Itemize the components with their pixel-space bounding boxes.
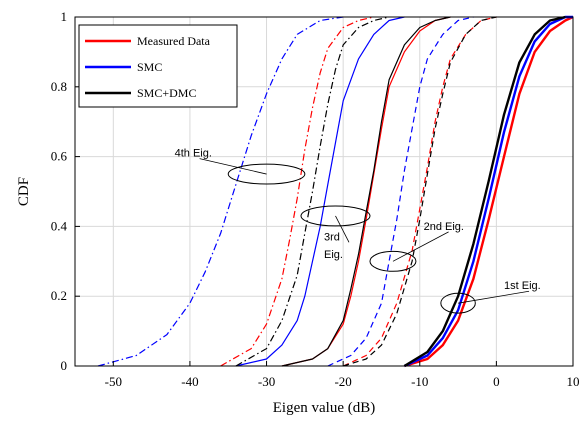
x-tick-label: -20 bbox=[334, 374, 351, 389]
x-axis-label: Eigen value (dB) bbox=[273, 400, 375, 416]
tick-labels: -50 -40 -30 -20 -10 0 10 0 0.2 0.4 0.6 0.8 1 bbox=[51, 9, 579, 389]
annotation-label: 2nd Eig. bbox=[424, 221, 464, 233]
plot-frame bbox=[74, 16, 574, 367]
y-tick-label: 0.2 bbox=[51, 288, 67, 303]
series-line-smc-dmc-eig3 bbox=[281, 16, 451, 367]
legend-entry-label: SMC bbox=[137, 60, 162, 74]
series-line-smc-dmc-eig2 bbox=[343, 16, 497, 367]
y-tick-label: 0.8 bbox=[51, 79, 67, 94]
x-tick-label: -10 bbox=[411, 374, 428, 389]
series-line-smc-eig2 bbox=[327, 16, 474, 367]
series-layer bbox=[97, 15, 574, 368]
annotation-label: 3rd bbox=[324, 231, 340, 243]
y-tick-label: 0.6 bbox=[51, 149, 68, 164]
y-tick-label: 1 bbox=[61, 9, 68, 24]
series-line-smc-eig4 bbox=[97, 16, 344, 367]
series-line-measured-data-eig1 bbox=[404, 15, 574, 368]
annotation-pointer bbox=[199, 158, 267, 175]
annotation-pointer bbox=[392, 231, 449, 262]
annotation-pointer bbox=[335, 215, 350, 243]
y-axis-label: CDF bbox=[16, 177, 32, 206]
annotation-ellipse bbox=[440, 292, 476, 314]
annotation-pointer bbox=[458, 290, 530, 304]
legend-entry-label: Measured Data bbox=[137, 34, 211, 48]
y-tick-label: 0.4 bbox=[51, 218, 68, 233]
x-tick-label: -40 bbox=[181, 374, 198, 389]
x-tick-label: -50 bbox=[105, 374, 122, 389]
annotation-ellipse bbox=[369, 250, 417, 272]
annotation-label: Eig. bbox=[324, 249, 343, 261]
annotation-ellipse bbox=[300, 205, 371, 227]
y-tick-label: 0 bbox=[61, 358, 68, 373]
annotation-ellipse bbox=[227, 163, 306, 185]
x-tick-label: 0 bbox=[493, 374, 500, 389]
series-line-measured-data-eig4 bbox=[220, 16, 374, 367]
legend: Measured Data SMC SMC+DMC bbox=[78, 24, 238, 108]
series-line-smc-dmc-eig1 bbox=[403, 15, 566, 368]
annotation-layer: 4th Eig. 3rd Eig. 2nd Eig. 1st Eig. bbox=[175, 148, 541, 314]
series-line-measured-data-eig2 bbox=[342, 16, 497, 367]
annotation-label: 4th Eig. bbox=[175, 148, 212, 160]
series-line-smc-eig1 bbox=[403, 15, 573, 368]
legend-entry-label: SMC+DMC bbox=[137, 86, 196, 100]
series-line-smc-eig3 bbox=[235, 16, 405, 367]
series-line-smc-dmc-eig4 bbox=[235, 16, 390, 367]
x-tick-label: -30 bbox=[258, 374, 275, 389]
x-tick-label: 10 bbox=[567, 374, 579, 389]
annotation-label: 1st Eig. bbox=[504, 280, 541, 292]
